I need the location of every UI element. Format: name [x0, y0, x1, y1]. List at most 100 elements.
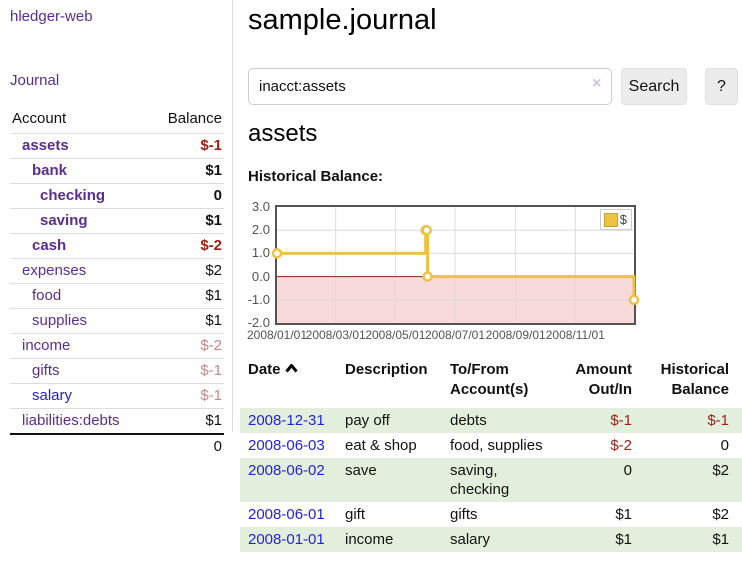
sidebar-item-journal[interactable]: Journal — [10, 72, 60, 89]
account-row: bank $1 — [10, 158, 224, 184]
account-row: expenses $2 — [10, 258, 224, 284]
account-balance: $1 — [149, 283, 224, 309]
accounts-total-balance: 0 — [149, 433, 224, 459]
chart-canvas — [271, 207, 640, 323]
x-axis-tick-label: 2008/01/01 — [246, 328, 308, 342]
account-link[interactable]: salary — [32, 387, 73, 404]
account-row: food $1 — [10, 283, 224, 309]
register-date-link[interactable]: 2008-06-03 — [248, 437, 325, 454]
account-balance: $-1 — [149, 133, 224, 159]
accounts-table: Account Balance assets $-1 bank $1 checking 0… — [10, 106, 224, 459]
register-amount: $1 — [615, 506, 632, 523]
x-axis-tick-label: 2008/09/01 — [485, 328, 546, 342]
y-axis-tick-label: 2.0 — [251, 222, 270, 238]
register-header-accounts: To/From Account(s) — [450, 361, 529, 398]
account-link[interactable]: cash — [32, 237, 67, 254]
register-balance: $-1 — [645, 408, 742, 433]
register-date-link[interactable]: 2008-01-01 — [248, 531, 325, 548]
register-accounts: gifts — [450, 506, 478, 523]
register-row: 2008-12-31 pay off debts $-1 $-1 — [240, 408, 742, 433]
account-row: gifts $-1 — [10, 358, 224, 384]
account-row: checking 0 — [10, 183, 224, 209]
sort-asc-icon — [284, 364, 298, 373]
register-amount: $-1 — [552, 408, 645, 433]
register-balance: 0 — [720, 437, 729, 454]
page-title: sample.journal — [248, 4, 437, 36]
legend-series-label: $ — [619, 212, 627, 227]
register-date-link[interactable]: 2008-12-31 — [248, 412, 325, 429]
account-balance: $-2 — [149, 333, 224, 359]
account-row: salary $-1 — [10, 383, 224, 409]
register-accounts: debts — [442, 408, 552, 433]
y-axis-tick-label: 3.0 — [251, 199, 270, 214]
accounts-header-balance: Balance — [167, 110, 222, 127]
register-date-link[interactable]: 2008-06-02 — [248, 462, 325, 479]
register-accounts: saving, checking — [442, 458, 552, 502]
account-row: cash $-2 — [10, 233, 224, 259]
chart-legend: $ — [599, 209, 632, 230]
x-axis-tick-label: 2008/03/01 — [305, 328, 366, 342]
register-amount: $1 — [552, 527, 645, 552]
register-description: pay off — [337, 408, 442, 433]
register-row: 2008-06-02 save saving, checking 0 $2 — [240, 458, 742, 502]
account-link[interactable]: income — [22, 337, 71, 354]
x-axis-tick-label: 2008/07/01 — [424, 328, 486, 342]
account-balance: $1 — [149, 208, 224, 234]
account-link[interactable]: assets — [22, 137, 69, 154]
y-axis-tick-label: 1.0 — [251, 245, 270, 261]
account-balance: $1 — [149, 408, 224, 434]
account-link[interactable]: saving — [40, 212, 88, 229]
account-row: liabilities:debts $1 — [10, 408, 224, 434]
register-description: eat & shop — [345, 437, 417, 454]
account-balance: 0 — [149, 183, 224, 209]
account-link[interactable]: food — [32, 287, 62, 304]
account-link[interactable]: bank — [32, 162, 68, 179]
historical-balance-chart: $ — [271, 205, 640, 325]
account-link[interactable]: gifts — [32, 362, 60, 379]
sidebar-divider — [232, 0, 233, 432]
legend-swatch-icon — [603, 212, 618, 227]
accounts-header-account: Account — [12, 110, 67, 127]
app-title-link[interactable]: hledger-web — [10, 8, 93, 25]
register-row: 2008-06-03 eat & shop food, supplies $-2 0 — [240, 433, 742, 458]
account-link[interactable]: expenses — [22, 262, 87, 279]
register-table: Date Description To/From Account(s) Amou… — [240, 360, 742, 552]
account-balance: $1 — [149, 308, 224, 334]
account-balance: $-1 — [149, 358, 224, 384]
search-input[interactable] — [248, 68, 612, 105]
account-row: assets $-1 — [10, 133, 224, 159]
x-axis-tick-label: 2008/05/01 — [365, 328, 426, 342]
register-accounts: salary — [442, 527, 552, 552]
register-header-amount: Amount Out/In — [575, 361, 632, 398]
register-header-date[interactable]: Date — [240, 360, 337, 408]
register-row: 2008-06-01 gift gifts $1 $2 — [240, 502, 742, 527]
y-axis-tick-label: 0.0 — [251, 268, 270, 284]
register-header-description: Description — [345, 361, 428, 378]
register-accounts: food, supplies — [450, 437, 543, 454]
clear-search-icon[interactable]: × — [592, 75, 602, 92]
account-balance: $-1 — [149, 383, 224, 409]
register-header-balance: Historical Balance — [660, 361, 729, 398]
account-link[interactable]: checking — [40, 187, 106, 204]
register-description: gift — [345, 506, 366, 523]
account-row: supplies $1 — [10, 308, 224, 334]
x-axis-tick-label: 2008/11/01 — [545, 328, 605, 342]
accounts-total-row: 0 — [10, 433, 224, 459]
y-axis-tick-label: -1.0 — [247, 291, 270, 307]
account-link[interactable]: liabilities:debts — [22, 412, 120, 429]
register-date-link[interactable]: 2008-06-01 — [248, 506, 325, 523]
account-balance: $-2 — [149, 233, 224, 259]
register-amount: 0 — [552, 458, 645, 502]
account-balance: $2 — [149, 258, 224, 284]
chart-title: Historical Balance: — [248, 168, 384, 185]
help-button[interactable]: ? — [705, 68, 738, 105]
register-description: income — [337, 527, 442, 552]
register-balance: $2 — [645, 458, 742, 502]
account-row: income $-2 — [10, 333, 224, 359]
y-axis-tick-label: -2.0 — [247, 315, 270, 330]
register-amount: $-2 — [610, 437, 632, 454]
account-heading: assets — [248, 120, 318, 147]
account-link[interactable]: supplies — [32, 312, 88, 329]
search-button[interactable]: Search — [621, 68, 687, 105]
